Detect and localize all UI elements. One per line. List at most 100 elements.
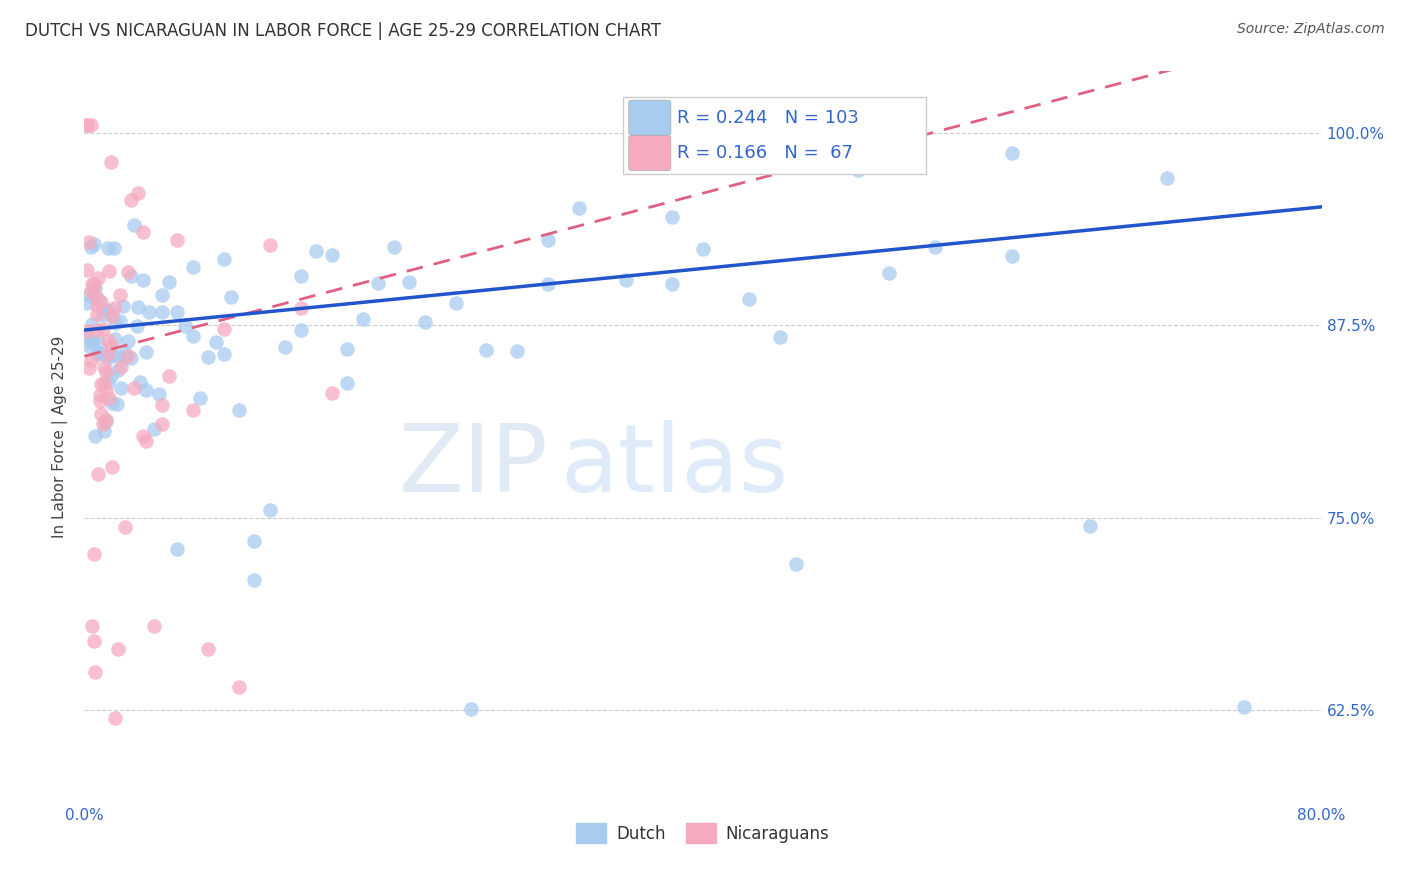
- Dutch: [89, 346, 111, 360]
- Dutch: [181, 328, 204, 343]
- Dutch: [114, 346, 136, 360]
- Nicaraguans: [90, 376, 112, 391]
- Nicaraguans: [143, 618, 166, 632]
- Dutch: [91, 301, 114, 316]
- Nicaraguans: [90, 294, 112, 309]
- Nicaraguans: [135, 434, 157, 448]
- Nicaraguans: [87, 467, 110, 482]
- Dutch: [537, 277, 560, 291]
- Dutch: [197, 350, 219, 364]
- Dutch: [166, 541, 188, 556]
- Nicaraguans: [76, 325, 98, 339]
- Dutch: [692, 242, 714, 256]
- Dutch: [305, 244, 328, 259]
- Nicaraguans: [117, 265, 139, 279]
- Dutch: [181, 260, 204, 274]
- Nicaraguans: [77, 361, 100, 376]
- Dutch: [738, 292, 761, 306]
- Dutch: [661, 277, 683, 292]
- Dutch: [924, 240, 946, 254]
- Dutch: [101, 348, 124, 362]
- Dutch: [120, 269, 142, 284]
- FancyBboxPatch shape: [628, 100, 671, 136]
- Dutch: [135, 345, 157, 359]
- Dutch: [228, 402, 250, 417]
- Dutch: [274, 339, 297, 353]
- Nicaraguans: [94, 383, 117, 397]
- Dutch: [367, 276, 389, 290]
- Nicaraguans: [77, 235, 100, 250]
- Dutch: [96, 241, 118, 255]
- Dutch: [84, 429, 107, 443]
- Nicaraguans: [91, 417, 114, 431]
- Dutch: [107, 363, 129, 377]
- Text: ZIP: ZIP: [399, 420, 548, 512]
- Dutch: [1001, 249, 1024, 263]
- Text: R = 0.244   N = 103: R = 0.244 N = 103: [678, 109, 859, 127]
- Nicaraguans: [94, 412, 117, 426]
- Nicaraguans: [96, 333, 118, 347]
- Dutch: [120, 351, 142, 365]
- Dutch: [103, 241, 125, 255]
- Nicaraguans: [108, 287, 131, 301]
- Dutch: [877, 266, 900, 280]
- Dutch: [132, 273, 155, 287]
- Dutch: [93, 424, 115, 438]
- Dutch: [122, 219, 145, 233]
- Nicaraguans: [86, 323, 108, 337]
- Dutch: [82, 334, 104, 349]
- Dutch: [104, 332, 127, 346]
- Dutch: [83, 237, 105, 252]
- Nicaraguans: [114, 520, 136, 534]
- Nicaraguans: [103, 301, 125, 315]
- Dutch: [846, 163, 869, 178]
- Nicaraguans: [79, 284, 101, 298]
- Dutch: [159, 275, 180, 289]
- Dutch: [114, 351, 136, 366]
- Nicaraguans: [93, 376, 115, 390]
- Dutch: [460, 702, 482, 716]
- Nicaraguans: [117, 349, 139, 363]
- Dutch: [117, 334, 139, 349]
- Dutch: [413, 315, 436, 329]
- Nicaraguans: [79, 118, 101, 132]
- Dutch: [188, 391, 211, 405]
- Nicaraguans: [290, 301, 312, 315]
- Nicaraguans: [100, 338, 122, 352]
- Nicaraguans: [228, 681, 250, 695]
- FancyBboxPatch shape: [628, 136, 671, 170]
- Dutch: [82, 318, 104, 332]
- Dutch: [94, 414, 117, 428]
- Nicaraguans: [120, 193, 142, 207]
- Dutch: [77, 330, 100, 344]
- Nicaraguans: [94, 365, 117, 379]
- Dutch: [76, 296, 98, 310]
- Dutch: [87, 293, 110, 307]
- Dutch: [1156, 171, 1178, 186]
- Nicaraguans: [79, 353, 101, 368]
- Dutch: [243, 573, 266, 587]
- Dutch: [336, 342, 359, 356]
- Dutch: [110, 381, 132, 395]
- Nicaraguans: [212, 322, 235, 336]
- Nicaraguans: [83, 277, 105, 292]
- Nicaraguans: [86, 298, 108, 312]
- Nicaraguans: [87, 270, 110, 285]
- Nicaraguans: [84, 665, 107, 679]
- Nicaraguans: [159, 368, 180, 383]
- Dutch: [138, 305, 160, 319]
- Nicaraguans: [127, 186, 149, 200]
- Nicaraguans: [321, 385, 343, 400]
- Text: DUTCH VS NICARAGUAN IN LABOR FORCE | AGE 25-29 CORRELATION CHART: DUTCH VS NICARAGUAN IN LABOR FORCE | AGE…: [25, 22, 661, 40]
- Nicaraguans: [132, 428, 155, 442]
- Dutch: [86, 347, 108, 361]
- Nicaraguans: [93, 359, 115, 374]
- Nicaraguans: [86, 307, 108, 321]
- Nicaraguans: [90, 407, 112, 421]
- Legend: Dutch, Nicaraguans: Dutch, Nicaraguans: [569, 817, 837, 849]
- Dutch: [150, 304, 173, 318]
- Dutch: [212, 347, 235, 361]
- FancyBboxPatch shape: [623, 97, 925, 174]
- Dutch: [475, 343, 498, 357]
- Nicaraguans: [132, 225, 155, 239]
